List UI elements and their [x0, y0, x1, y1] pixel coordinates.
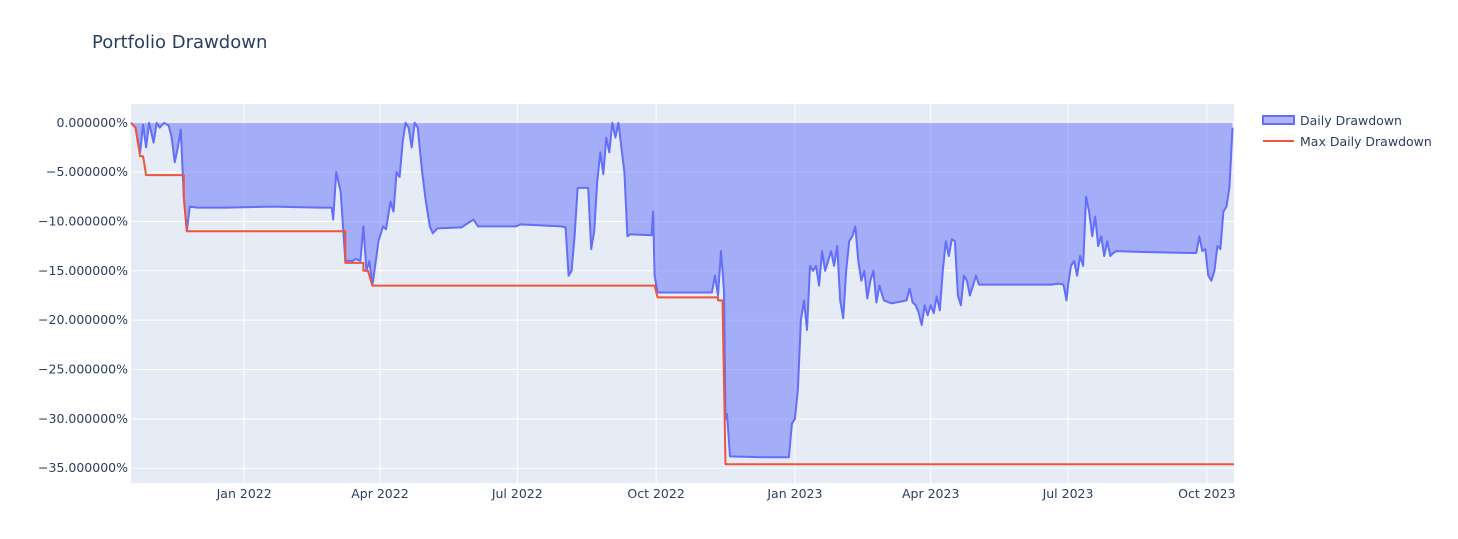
x-tick-label: Jan 2023: [766, 486, 822, 501]
legend-label-daily-drawdown: Daily Drawdown: [1300, 113, 1402, 128]
chart-title: Portfolio Drawdown: [92, 32, 267, 53]
y-tick-label: −20.000000%: [38, 312, 128, 327]
legend-swatch-daily-drawdown: [1262, 115, 1295, 125]
x-tick-label: Oct 2023: [1178, 486, 1235, 501]
y-tick-label: −10.000000%: [38, 213, 128, 228]
area-layer: [130, 121, 1234, 466]
x-tick-label: Jan 2022: [216, 486, 272, 501]
y-tick-label: −5.000000%: [46, 164, 128, 179]
x-tick-label: Jul 2023: [1042, 486, 1094, 501]
y-axis: 0.000000% −5.000000% −10.000000% −15.000000…: [38, 115, 128, 475]
x-tick-label: Apr 2022: [351, 486, 408, 501]
legend-label-max-daily-drawdown: Max Daily Drawdown: [1300, 134, 1432, 149]
legend[interactable]: Daily Drawdown Max Daily Drawdown: [1262, 113, 1432, 149]
x-tick-label: Oct 2022: [627, 486, 684, 501]
x-tick-label: Apr 2023: [902, 486, 959, 501]
x-tick-label: Jul 2022: [491, 486, 543, 501]
legend-item-max-daily-drawdown[interactable]: Max Daily Drawdown: [1263, 134, 1432, 149]
y-tick-label: −25.000000%: [38, 361, 128, 376]
y-tick-label: −35.000000%: [38, 460, 128, 475]
daily-drawdown-area: [131, 122, 1233, 458]
y-tick-label: −30.000000%: [38, 411, 128, 426]
y-tick-label: −15.000000%: [38, 263, 128, 278]
max-daily-drawdown-line: [130, 122, 1234, 466]
x-axis: Jan 2022 Apr 2022 Jul 2022 Oct 2022 Jan 2023…: [216, 486, 1236, 501]
y-tick-label: 0.000000%: [56, 115, 128, 130]
legend-item-daily-drawdown[interactable]: Daily Drawdown: [1262, 113, 1402, 128]
